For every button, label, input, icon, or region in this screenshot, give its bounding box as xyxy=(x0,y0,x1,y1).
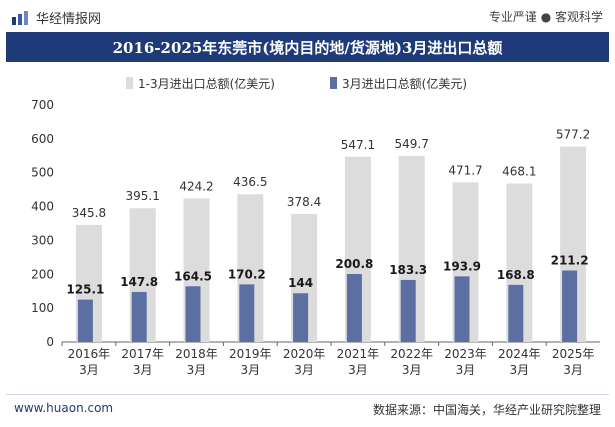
x-tick-label-line: 2017年 xyxy=(121,347,164,361)
data-label-march: 211.2 xyxy=(551,253,589,267)
bar-march xyxy=(508,284,524,342)
x-tick-label-line: 2016年 xyxy=(68,347,111,361)
x-tick-label-line: 3月 xyxy=(294,363,314,377)
x-tick-label: 2018年 3月 xyxy=(175,347,218,377)
data-label-total: 547.1 xyxy=(341,138,375,152)
data-label-total: 471.7 xyxy=(448,163,482,177)
x-tick-label: 2020年 3月 xyxy=(283,347,326,377)
x-tick-label-line: 3月 xyxy=(187,363,207,377)
y-tick-label: 200 xyxy=(31,267,54,281)
footer-website[interactable]: www.huaon.com xyxy=(14,401,114,415)
x-tick-label-line: 3月 xyxy=(348,363,368,377)
x-tick-label-line: 3月 xyxy=(509,363,529,377)
data-label-total: 436.5 xyxy=(233,175,267,189)
bar-march xyxy=(454,276,470,342)
bar-march xyxy=(293,293,309,342)
legend-item-march-label: 3月进出口总额(亿美元) xyxy=(342,76,467,91)
x-tick-label: 2019年 3月 xyxy=(229,347,272,377)
x-tick-label: 2024年 3月 xyxy=(498,347,541,377)
chart-data-labels: 345.8 125.1 395.1 147.8 424.2 164.5 436.5 170.2… xyxy=(66,128,590,297)
x-tick-label-line: 2022年 xyxy=(390,347,433,361)
brand-name: 华经情报网 xyxy=(36,12,102,27)
bar-march xyxy=(131,291,147,342)
bar-march xyxy=(77,299,93,342)
x-tick-label: 2016年 3月 xyxy=(68,347,111,377)
brand-logo-icon xyxy=(12,10,28,25)
x-tick-label-line: 2023年 xyxy=(444,347,487,361)
x-tick-label-line: 2020年 xyxy=(283,347,326,361)
x-tick-label-line: 2025年 xyxy=(552,347,595,361)
legend-item-march-swatch xyxy=(330,77,337,89)
footer: www.huaon.com 数据来源：中国海关，华经产业研究院整理 xyxy=(6,394,609,423)
y-tick-label: 500 xyxy=(31,166,54,180)
chart-title: 2016-2025年东莞市(境内目的地/货源地)3月进出口总额 xyxy=(112,38,503,57)
x-tick-label: 2025年 3月 xyxy=(552,347,595,377)
bar-march xyxy=(239,284,255,342)
data-label-march: 144 xyxy=(288,276,313,290)
x-tick-label-line: 2024年 xyxy=(498,347,541,361)
x-tick-label-line: 3月 xyxy=(79,363,99,377)
slogan: 专业严谨 ● 客观科学 xyxy=(488,10,603,24)
y-tick-label: 400 xyxy=(31,200,54,214)
data-label-march: 168.8 xyxy=(497,268,535,282)
y-tick-label: 700 xyxy=(31,98,54,112)
x-tick-label-line: 2021年 xyxy=(337,347,380,361)
x-tick-label: 2022年 3月 xyxy=(390,347,433,377)
data-label-march: 183.3 xyxy=(389,263,427,277)
bar-march xyxy=(346,274,362,342)
x-tick-label-line: 3月 xyxy=(402,363,422,377)
bar-march xyxy=(562,270,578,342)
brand[interactable]: 华经情报网 xyxy=(12,8,101,27)
x-tick-label: 2017年 3月 xyxy=(121,347,164,377)
y-tick-label: 600 xyxy=(31,132,54,146)
data-label-total: 577.2 xyxy=(556,128,590,142)
y-tick-label: 100 xyxy=(31,301,54,315)
data-label-total: 378.4 xyxy=(287,195,321,209)
chart-legend: 1-3月进出口总额(亿美元) 3月进出口总额(亿美元) xyxy=(126,76,467,91)
y-tick-label: 300 xyxy=(31,233,54,247)
bar-march xyxy=(400,279,416,342)
legend-item-total-swatch xyxy=(126,77,133,89)
bar-march xyxy=(185,286,201,342)
data-label-march: 193.9 xyxy=(443,259,481,273)
footer-source: 数据来源：中国海关，华经产业研究院整理 xyxy=(372,403,601,417)
data-label-march: 147.8 xyxy=(120,275,158,289)
x-tick-label-line: 3月 xyxy=(456,363,476,377)
data-label-march: 200.8 xyxy=(335,257,373,271)
x-tick-label-line: 2018年 xyxy=(175,347,218,361)
data-label-total: 424.2 xyxy=(179,179,213,193)
x-tick-label-line: 3月 xyxy=(133,363,153,377)
x-tick-label: 2023年 3月 xyxy=(444,347,487,377)
x-tick-label: 2021年 3月 xyxy=(337,347,380,377)
data-label-total: 345.8 xyxy=(72,206,106,220)
data-label-march: 125.1 xyxy=(66,283,104,297)
chart-bars xyxy=(75,146,587,342)
data-label-total: 549.7 xyxy=(395,137,429,151)
x-tick-label-line: 3月 xyxy=(563,363,583,377)
top-bar: 华经情报网 专业严谨 ● 客观科学 xyxy=(0,0,615,32)
data-label-total: 395.1 xyxy=(126,189,160,203)
chart-title-bar: 2016-2025年东莞市(境内目的地/货源地)3月进出口总额 xyxy=(6,32,609,62)
x-tick-label-line: 2019年 xyxy=(229,347,272,361)
data-label-march: 164.5 xyxy=(174,269,212,283)
data-label-total: 468.1 xyxy=(502,165,536,179)
legend-item-total-label: 1-3月进出口总额(亿美元) xyxy=(138,76,275,91)
data-label-march: 170.2 xyxy=(228,267,266,281)
x-tick-label-line: 3月 xyxy=(240,363,260,377)
y-tick-label: 0 xyxy=(46,335,54,349)
